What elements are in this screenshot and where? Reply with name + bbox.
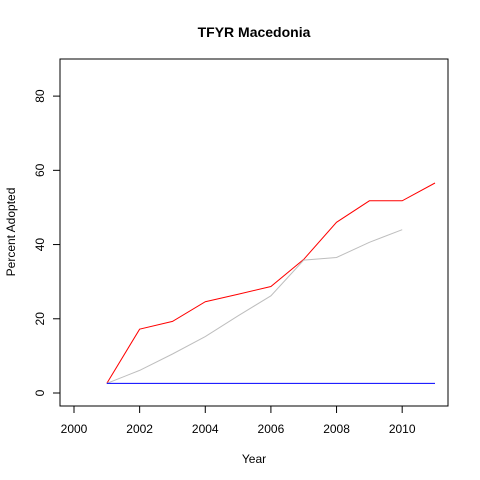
- y-axis: 0 20 40 60 80: [33, 89, 60, 396]
- series-line-1: [107, 183, 435, 383]
- x-tick-label: 2004: [192, 422, 219, 436]
- y-tick-label: 60: [33, 163, 47, 177]
- x-tick-label: 2000: [61, 422, 88, 436]
- plot-frame: [60, 59, 448, 406]
- chart-title: TFYR Macedonia: [198, 24, 311, 40]
- x-axis-label: Year: [242, 452, 266, 466]
- y-axis-label: Percent Adopted: [4, 188, 18, 277]
- x-axis: 2000 2002 2004 2006 2008 2010: [61, 406, 416, 436]
- y-tick-label: 0: [33, 389, 47, 396]
- x-tick-label: 2008: [323, 422, 350, 436]
- x-tick-label: 2006: [258, 422, 285, 436]
- x-tick-label: 2002: [126, 422, 153, 436]
- y-tick-label: 40: [33, 238, 47, 252]
- series-line-2: [107, 230, 402, 384]
- x-tick-label: 2010: [389, 422, 416, 436]
- y-tick-label: 20: [33, 312, 47, 326]
- y-tick-label: 80: [33, 89, 47, 103]
- series-layer: [107, 183, 435, 383]
